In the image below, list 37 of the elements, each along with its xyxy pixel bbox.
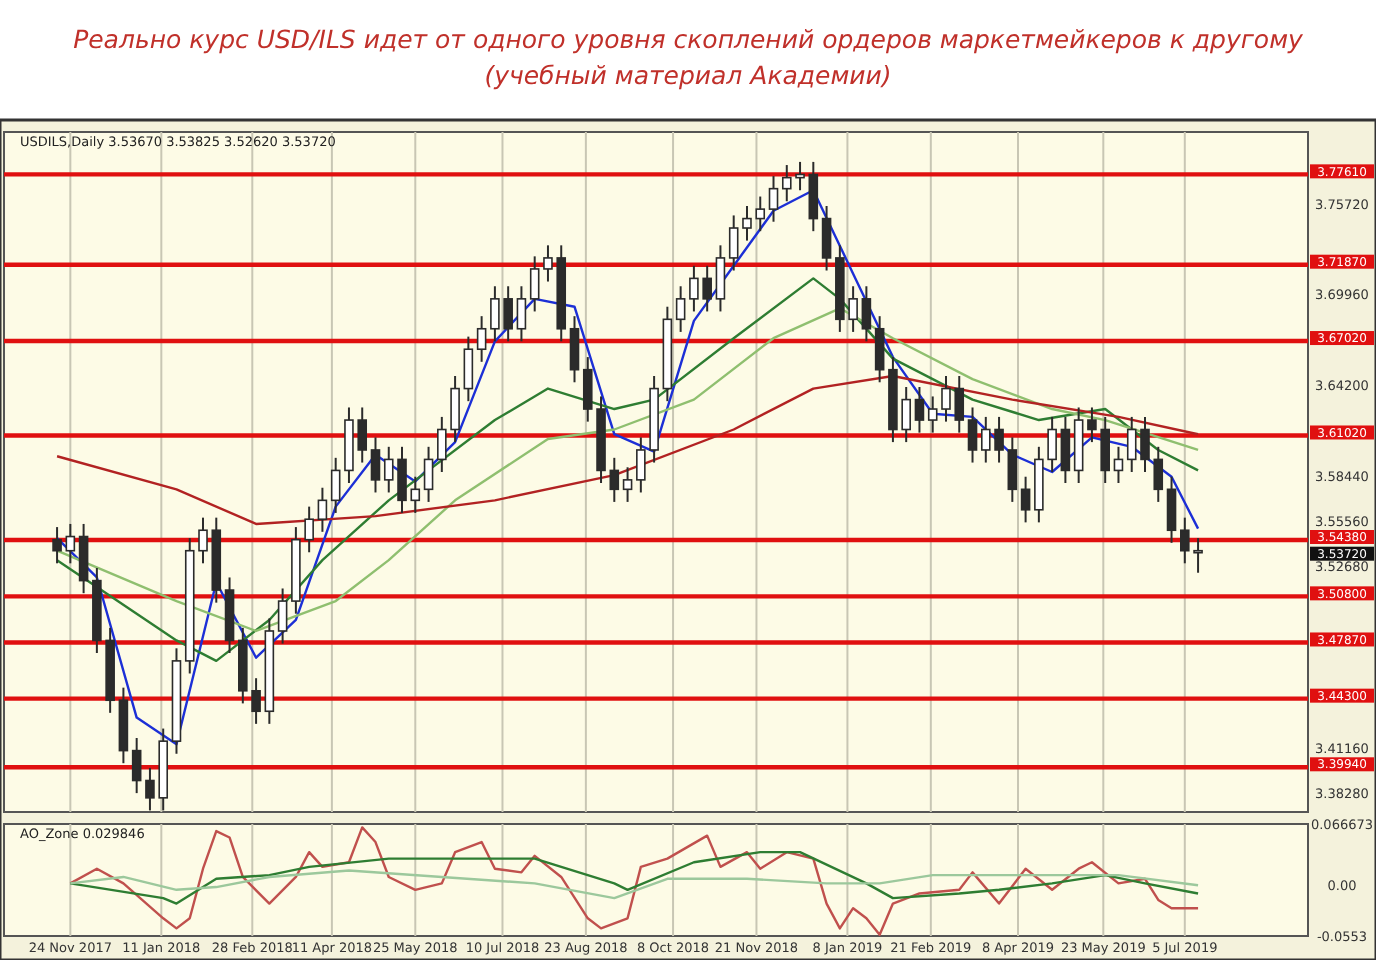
candlestick xyxy=(1007,436,1018,503)
candlestick xyxy=(609,456,620,503)
candlestick xyxy=(529,255,540,313)
candlestick xyxy=(768,175,779,223)
line-series xyxy=(55,307,1200,633)
candlestick xyxy=(277,587,288,645)
candlestick xyxy=(463,335,474,403)
candlestick xyxy=(1020,475,1031,524)
candlestick xyxy=(317,486,328,533)
candlestick xyxy=(675,285,686,333)
candlestick xyxy=(874,315,885,384)
line-series xyxy=(55,277,1200,663)
candlestick xyxy=(914,386,925,434)
candlestick xyxy=(476,315,487,363)
candlestick xyxy=(808,160,819,233)
candlestick xyxy=(52,526,62,565)
candlestick xyxy=(622,466,633,503)
candlestick xyxy=(967,406,978,464)
candlestick xyxy=(569,315,580,384)
candlestick xyxy=(330,456,341,514)
candlestick xyxy=(715,244,726,313)
candlestick xyxy=(861,285,872,343)
line-series xyxy=(55,374,1200,526)
chart-title: Реально курс USD/ILS идет от одного уровня скоплений ордеров маркетмейкеров к другому xyxy=(73,24,1305,54)
candlestick xyxy=(131,737,142,795)
candlestick xyxy=(78,522,89,595)
candlestick xyxy=(1113,445,1124,485)
candlestick xyxy=(516,285,527,343)
candlestick xyxy=(1166,475,1177,544)
line-series xyxy=(69,850,1200,905)
candlestick xyxy=(423,445,434,503)
chart-subtitle: (учебный материал Академии) xyxy=(484,60,892,90)
candlestick xyxy=(65,522,76,565)
line-series xyxy=(69,869,1200,900)
candlestick xyxy=(821,204,832,272)
candlestick xyxy=(370,436,381,494)
candlestick xyxy=(1060,415,1071,485)
